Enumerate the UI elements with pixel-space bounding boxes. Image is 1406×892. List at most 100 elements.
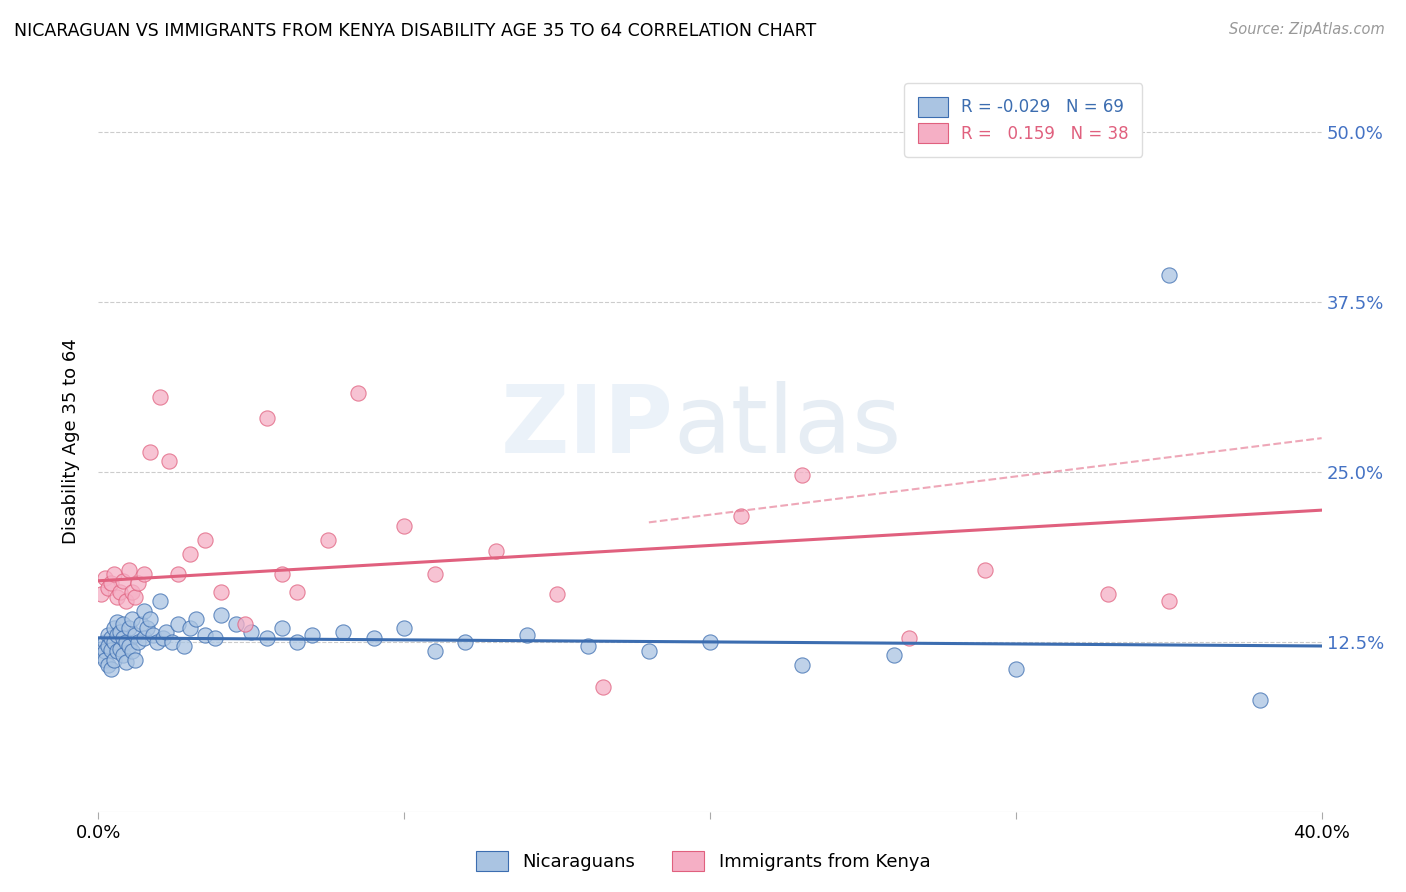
Point xyxy=(637,644,661,658)
Point xyxy=(134,566,156,581)
Point xyxy=(115,594,138,608)
Point xyxy=(209,584,232,599)
Text: NICARAGUAN VS IMMIGRANTS FROM KENYA DISABILITY AGE 35 TO 64 CORRELATION CHART: NICARAGUAN VS IMMIGRANTS FROM KENYA DISA… xyxy=(14,22,817,40)
Point xyxy=(316,533,339,547)
Point xyxy=(100,576,122,591)
Point xyxy=(155,625,177,640)
Point xyxy=(111,617,134,632)
Point xyxy=(149,594,172,608)
Point xyxy=(423,566,446,581)
Point xyxy=(546,587,568,601)
Point xyxy=(118,563,141,577)
Point xyxy=(121,644,143,658)
Y-axis label: Disability Age 35 to 64: Disability Age 35 to 64 xyxy=(62,339,80,544)
Point xyxy=(103,566,125,581)
Point xyxy=(90,587,112,601)
Point xyxy=(93,635,115,649)
Point xyxy=(115,655,138,669)
Point xyxy=(347,386,370,401)
Point xyxy=(105,628,128,642)
Point xyxy=(115,635,138,649)
Point xyxy=(149,391,172,405)
Point xyxy=(142,628,165,642)
Point xyxy=(145,635,167,649)
Point xyxy=(139,444,162,458)
Point xyxy=(167,617,190,632)
Legend: Nicaraguans, Immigrants from Kenya: Nicaraguans, Immigrants from Kenya xyxy=(468,844,938,879)
Point xyxy=(897,631,920,645)
Point xyxy=(100,662,122,676)
Point xyxy=(186,612,208,626)
Point xyxy=(118,621,141,635)
Point xyxy=(179,621,201,635)
Point xyxy=(285,635,308,649)
Point xyxy=(1157,594,1180,608)
Point xyxy=(160,635,183,649)
Point xyxy=(1097,587,1119,601)
Point xyxy=(108,625,131,640)
Point xyxy=(240,625,263,640)
Point xyxy=(157,454,180,468)
Point xyxy=(423,644,446,658)
Point xyxy=(1249,693,1271,707)
Point xyxy=(93,571,115,585)
Point xyxy=(301,628,323,642)
Point xyxy=(285,584,308,599)
Point xyxy=(179,547,201,561)
Point xyxy=(363,631,385,645)
Point xyxy=(90,641,112,656)
Point xyxy=(134,604,156,618)
Point xyxy=(105,590,128,604)
Point xyxy=(97,628,120,642)
Point xyxy=(270,566,292,581)
Point xyxy=(121,612,143,626)
Point xyxy=(233,617,256,632)
Point xyxy=(100,631,122,645)
Point xyxy=(592,680,614,694)
Point xyxy=(204,631,226,645)
Point xyxy=(454,635,477,649)
Point xyxy=(883,648,905,663)
Point xyxy=(139,612,162,626)
Point xyxy=(256,410,278,425)
Point xyxy=(127,576,149,591)
Point xyxy=(194,533,217,547)
Point xyxy=(124,652,146,666)
Point xyxy=(90,648,112,663)
Point xyxy=(790,467,813,482)
Point xyxy=(108,584,131,599)
Point xyxy=(392,621,416,635)
Point xyxy=(97,658,120,673)
Point xyxy=(136,621,159,635)
Point xyxy=(1004,662,1026,676)
Point xyxy=(124,590,146,604)
Point xyxy=(111,574,134,588)
Point xyxy=(516,628,538,642)
Point xyxy=(103,635,125,649)
Point xyxy=(108,641,131,656)
Text: ZIP: ZIP xyxy=(501,381,673,473)
Point xyxy=(790,658,813,673)
Point xyxy=(134,631,156,645)
Legend: R = -0.029   N = 69, R =   0.159   N = 38: R = -0.029 N = 69, R = 0.159 N = 38 xyxy=(904,83,1142,157)
Text: Source: ZipAtlas.com: Source: ZipAtlas.com xyxy=(1229,22,1385,37)
Point xyxy=(392,519,416,533)
Point xyxy=(194,628,217,642)
Point xyxy=(1157,268,1180,282)
Point xyxy=(225,617,247,632)
Point xyxy=(974,563,997,577)
Point xyxy=(256,631,278,645)
Point xyxy=(105,644,128,658)
Point xyxy=(129,617,152,632)
Point xyxy=(118,639,141,653)
Point xyxy=(167,566,190,581)
Point xyxy=(699,635,721,649)
Point xyxy=(103,652,125,666)
Point xyxy=(124,628,146,642)
Point xyxy=(576,639,599,653)
Point xyxy=(103,621,125,635)
Point xyxy=(270,621,292,635)
Point xyxy=(111,648,134,663)
Point xyxy=(121,584,143,599)
Point xyxy=(173,639,195,653)
